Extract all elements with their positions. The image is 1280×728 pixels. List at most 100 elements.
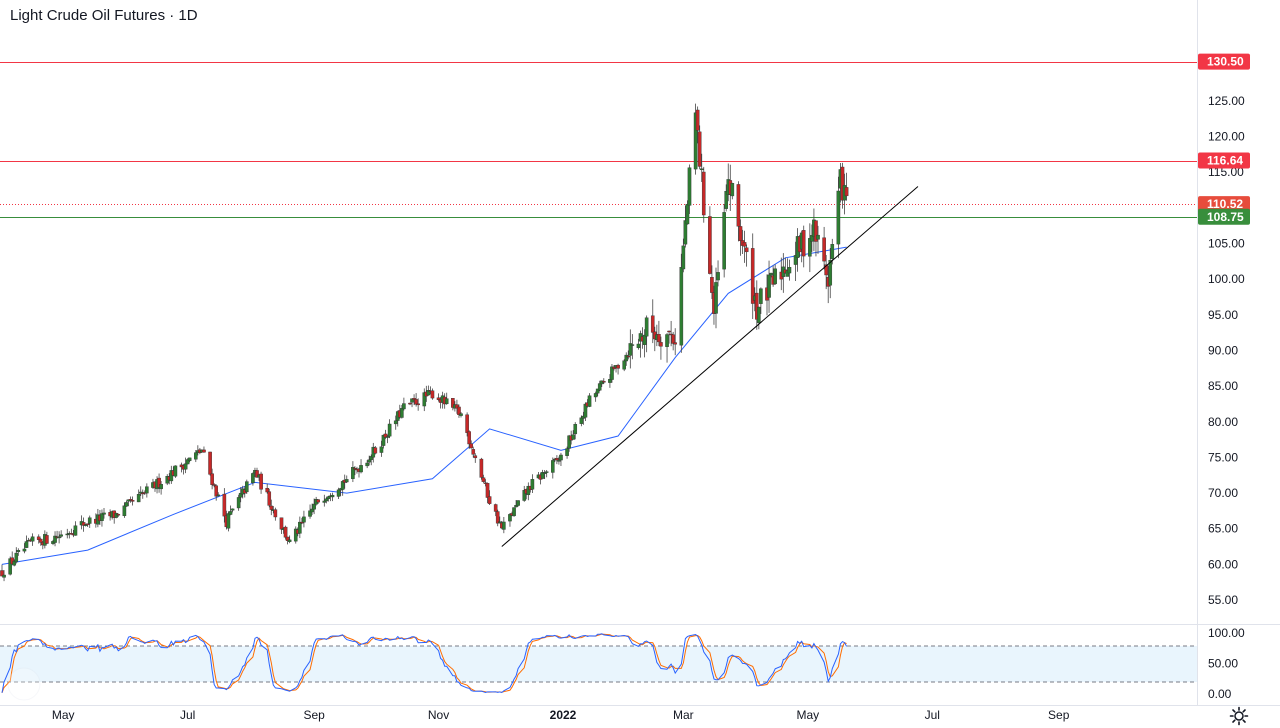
candle bbox=[742, 230, 747, 263]
candle bbox=[38, 538, 43, 546]
y-tick-label: 90.00 bbox=[1208, 343, 1238, 357]
candle bbox=[326, 495, 331, 502]
candle-body bbox=[393, 420, 398, 425]
candle bbox=[10, 551, 15, 565]
candle bbox=[302, 510, 306, 528]
candle-body bbox=[300, 521, 304, 524]
x-tick-label: Sep bbox=[1048, 708, 1070, 722]
candle-body bbox=[514, 505, 518, 508]
candle-body bbox=[755, 292, 759, 320]
candle-body bbox=[159, 484, 163, 490]
x-tick-label: Jul bbox=[180, 708, 195, 722]
candle bbox=[479, 457, 484, 480]
candle-body bbox=[593, 393, 598, 398]
candle-body bbox=[173, 465, 178, 477]
candle-body bbox=[12, 560, 17, 566]
moving-average-line[interactable] bbox=[1, 246, 847, 565]
candle bbox=[310, 503, 314, 515]
candle-body bbox=[828, 260, 833, 286]
candle-body bbox=[367, 459, 372, 463]
candle-body bbox=[387, 423, 392, 437]
candle-body bbox=[816, 234, 820, 240]
price-badge-label: 108.75 bbox=[1207, 210, 1244, 224]
chart-title: Light Crude Oil Futures · 1D bbox=[10, 7, 198, 24]
candle-body bbox=[495, 511, 500, 524]
candle bbox=[630, 334, 635, 360]
candle bbox=[540, 469, 545, 479]
candle bbox=[628, 329, 633, 369]
candle bbox=[608, 374, 612, 388]
candle bbox=[810, 224, 814, 252]
candle bbox=[410, 398, 414, 408]
candle-body bbox=[10, 557, 15, 565]
gear-icon[interactable] bbox=[1229, 706, 1249, 726]
candle-body bbox=[830, 244, 835, 259]
candle bbox=[183, 457, 188, 474]
candle bbox=[212, 483, 216, 488]
candle bbox=[579, 415, 584, 427]
candle-body bbox=[810, 235, 814, 242]
candle bbox=[730, 182, 735, 200]
candle-body bbox=[687, 167, 692, 206]
x-tick-label: Jul bbox=[925, 708, 940, 722]
candle bbox=[571, 430, 575, 440]
candle-body bbox=[381, 434, 386, 446]
candle-body bbox=[285, 536, 290, 541]
candle bbox=[481, 474, 486, 483]
candle bbox=[422, 388, 427, 412]
candle-body bbox=[287, 539, 292, 542]
candle bbox=[744, 244, 749, 267]
candle bbox=[73, 521, 78, 536]
candle-body bbox=[730, 183, 735, 197]
candle bbox=[36, 534, 41, 544]
candle bbox=[793, 241, 798, 281]
trendline[interactable] bbox=[501, 186, 919, 547]
candle-body bbox=[697, 131, 702, 167]
candle bbox=[471, 446, 476, 458]
candle bbox=[322, 494, 327, 507]
candle-body bbox=[801, 230, 806, 257]
candle bbox=[602, 378, 606, 384]
candle bbox=[226, 511, 231, 532]
candle-body bbox=[787, 267, 792, 274]
candle bbox=[373, 446, 378, 455]
candle bbox=[502, 517, 506, 534]
candle-body bbox=[83, 524, 88, 526]
candle-body bbox=[426, 390, 431, 396]
candle-body bbox=[412, 398, 416, 400]
candle bbox=[24, 535, 29, 548]
candle bbox=[787, 259, 792, 281]
candle-body bbox=[630, 344, 635, 346]
stoch-k-line bbox=[1, 633, 848, 694]
candle-body bbox=[710, 277, 714, 293]
candle-body bbox=[38, 538, 43, 543]
candle-body bbox=[208, 451, 212, 475]
candle-body bbox=[750, 248, 755, 304]
candle bbox=[208, 451, 212, 476]
candle-body bbox=[724, 191, 728, 209]
candle bbox=[273, 507, 278, 521]
candle-body bbox=[767, 274, 771, 298]
candle bbox=[83, 523, 88, 527]
candle-body bbox=[214, 485, 219, 497]
candle bbox=[408, 402, 412, 406]
candle-body bbox=[759, 288, 763, 304]
candle bbox=[430, 388, 435, 400]
candle bbox=[667, 330, 671, 344]
candle-body bbox=[693, 112, 698, 170]
candle-body bbox=[22, 548, 27, 552]
candle-body bbox=[542, 472, 547, 474]
candle bbox=[593, 391, 598, 402]
candle bbox=[622, 359, 626, 372]
candle-body bbox=[400, 408, 404, 418]
candle-body bbox=[226, 513, 231, 529]
candle bbox=[567, 434, 571, 452]
price-badge-resistance bbox=[1198, 152, 1250, 169]
candle-body bbox=[512, 507, 516, 517]
candle-body bbox=[793, 255, 798, 265]
candle bbox=[383, 429, 388, 439]
candle bbox=[265, 483, 270, 494]
candle-body bbox=[602, 381, 606, 383]
price-badge-last-price bbox=[1198, 196, 1250, 213]
